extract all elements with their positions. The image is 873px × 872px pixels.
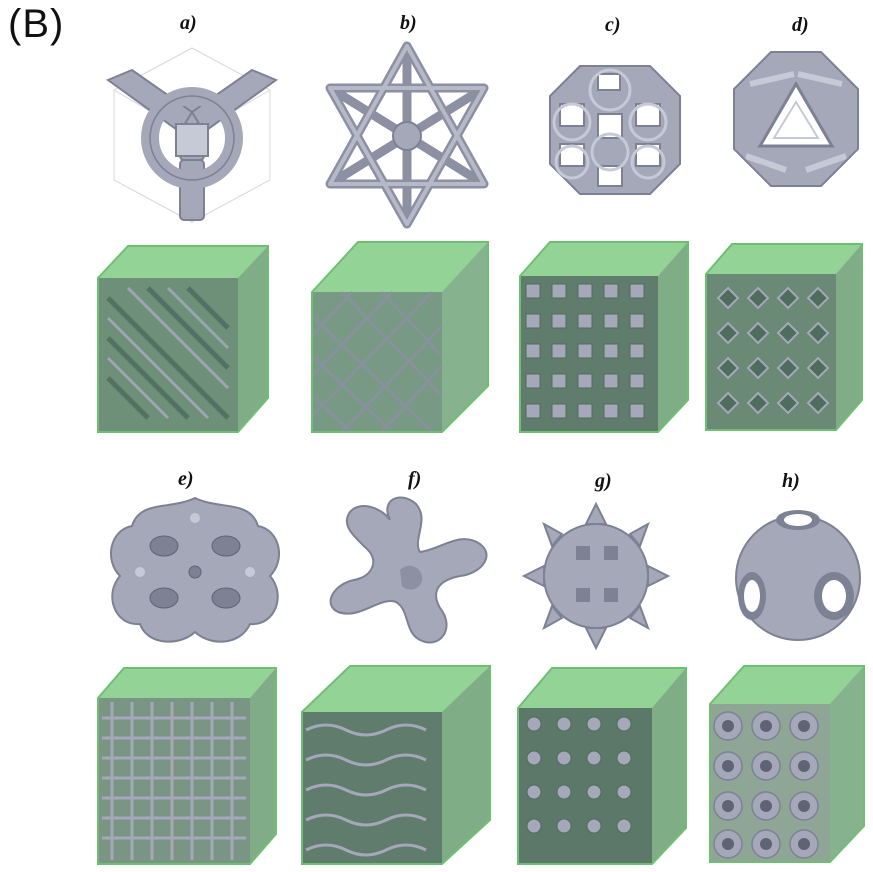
lattice-cube-c [512,236,692,436]
lattice-cube-f [296,660,494,868]
unit-cell-a [92,40,292,230]
unit-cell-b [312,36,502,231]
label-h: h) [782,470,800,492]
unit-cell-e [100,490,290,650]
lattice-cube-h [704,660,868,866]
lattice-cube-b [298,236,498,436]
label-d: d) [792,14,809,36]
lattice-cube-a [88,238,278,438]
label-c: c) [605,14,621,36]
unit-cell-d [726,44,866,194]
unit-cell-g [516,490,676,660]
label-a: a) [180,12,197,34]
lattice-cube-d [698,238,868,434]
label-g: g) [595,470,612,492]
label-b: b) [400,12,417,34]
unit-cell-c [540,60,690,200]
unit-cell-h [730,500,866,650]
label-e: e) [178,468,194,490]
lattice-cube-e [92,662,280,868]
panel-label: (B) [8,2,65,46]
lattice-cube-g [512,662,690,868]
unit-cell-f [320,490,500,660]
label-f: f) [408,468,422,490]
